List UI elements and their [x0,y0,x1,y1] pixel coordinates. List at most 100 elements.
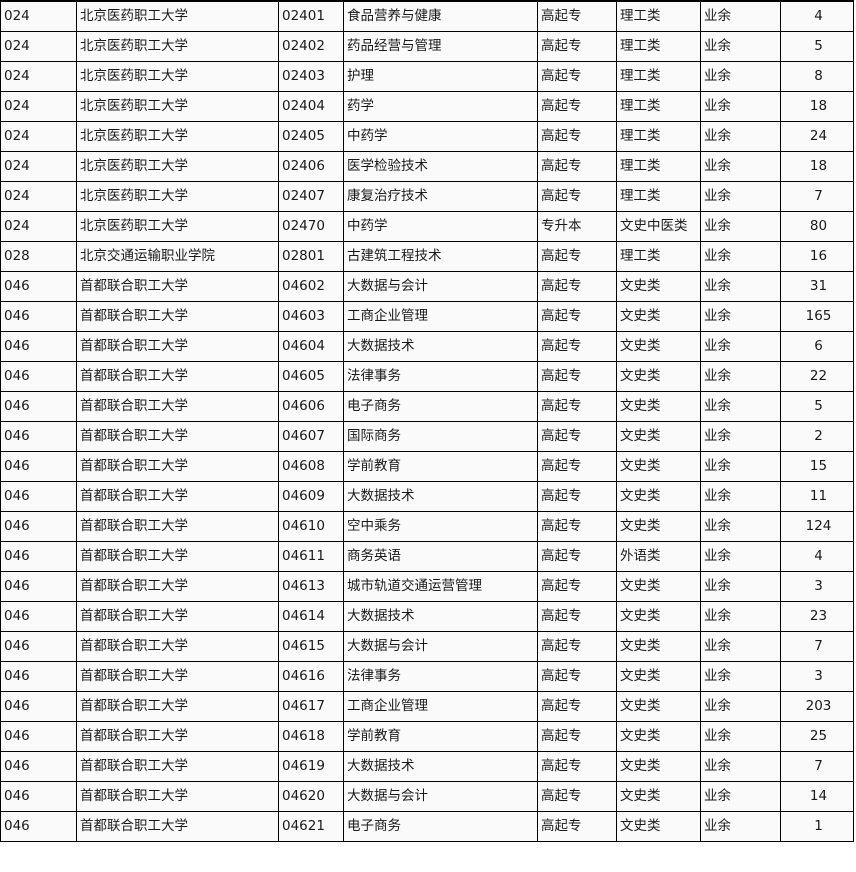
cell-school-name: 首都联合职工大学 [76,361,279,392]
cell-study-mode: 业余 [700,631,781,662]
table-row: 046 首都联合职工大学 04611 商务英语 高起专 外语类 业余 4 [0,541,854,572]
table-row: 046 首都联合职工大学 04607 国际商务 高起专 文史类 业余 2 [0,421,854,452]
cell-level: 高起专 [537,721,617,752]
cell-count: 4 [780,0,854,32]
cell-major-code: 04618 [278,721,344,752]
cell-major-name: 大数据技术 [343,331,538,362]
cell-level: 高起专 [537,61,617,92]
cell-study-mode: 业余 [700,451,781,482]
cell-subject: 理工类 [616,241,701,272]
cell-level: 高起专 [537,751,617,782]
table-row: 046 首都联合职工大学 04616 法律事务 高起专 文史类 业余 3 [0,661,854,692]
cell-school-code: 024 [0,31,77,62]
cell-level: 高起专 [537,151,617,182]
cell-major-code: 04603 [278,301,344,332]
table-row: 046 首都联合职工大学 04614 大数据技术 高起专 文史类 业余 23 [0,601,854,632]
cell-major-code: 02801 [278,241,344,272]
table-row: 046 首都联合职工大学 04617 工商企业管理 高起专 文史类 业余 203 [0,691,854,722]
cell-study-mode: 业余 [700,511,781,542]
cell-school-name: 首都联合职工大学 [76,601,279,632]
cell-school-code: 028 [0,241,77,272]
cell-major-code: 04610 [278,511,344,542]
cell-count: 1 [780,811,854,842]
cell-major-code: 04607 [278,421,344,452]
cell-major-code: 02402 [278,31,344,62]
cell-school-name: 首都联合职工大学 [76,781,279,812]
cell-major-name: 大数据与会计 [343,271,538,302]
table-row: 024 北京医药职工大学 02404 药学 高起专 理工类 业余 18 [0,91,854,122]
cell-school-code: 046 [0,301,77,332]
cell-count: 18 [780,151,854,182]
cell-level: 高起专 [537,391,617,422]
cell-study-mode: 业余 [700,541,781,572]
cell-count: 31 [780,271,854,302]
cell-level: 高起专 [537,301,617,332]
cell-level: 高起专 [537,361,617,392]
cell-school-code: 046 [0,751,77,782]
cell-subject: 文史类 [616,511,701,542]
cell-school-name: 北京医药职工大学 [76,0,279,32]
cell-subject: 文史类 [616,421,701,452]
cell-major-name: 学前教育 [343,451,538,482]
table-row: 024 北京医药职工大学 02406 医学检验技术 高起专 理工类 业余 18 [0,151,854,182]
cell-count: 7 [780,751,854,782]
cell-study-mode: 业余 [700,121,781,152]
cell-school-name: 首都联合职工大学 [76,661,279,692]
cell-school-name: 首都联合职工大学 [76,511,279,542]
cell-level: 高起专 [537,811,617,842]
cell-count: 3 [780,661,854,692]
cell-level: 专升本 [537,211,617,242]
cell-level: 高起专 [537,421,617,452]
cell-subject: 文史类 [616,781,701,812]
cell-count: 16 [780,241,854,272]
cell-study-mode: 业余 [700,91,781,122]
cell-subject: 理工类 [616,61,701,92]
cell-major-code: 02405 [278,121,344,152]
cell-school-code: 046 [0,721,77,752]
cell-school-name: 首都联合职工大学 [76,571,279,602]
cell-subject: 文史类 [616,691,701,722]
cell-school-code: 046 [0,631,77,662]
cell-study-mode: 业余 [700,391,781,422]
cell-study-mode: 业余 [700,0,781,32]
cell-major-name: 药学 [343,91,538,122]
cell-subject: 理工类 [616,91,701,122]
cell-school-code: 024 [0,61,77,92]
cell-count: 165 [780,301,854,332]
cell-major-name: 大数据技术 [343,481,538,512]
cell-major-code: 04617 [278,691,344,722]
cell-major-code: 04606 [278,391,344,422]
cell-school-code: 046 [0,421,77,452]
cell-school-code: 046 [0,361,77,392]
cell-school-name: 北京医药职工大学 [76,31,279,62]
cell-school-code: 046 [0,691,77,722]
cell-count: 14 [780,781,854,812]
cell-major-code: 02407 [278,181,344,212]
table-row: 046 首都联合职工大学 04602 大数据与会计 高起专 文史类 业余 31 [0,271,854,302]
cell-count: 124 [780,511,854,542]
cell-level: 高起专 [537,661,617,692]
cell-major-name: 大数据技术 [343,751,538,782]
cell-school-name: 首都联合职工大学 [76,751,279,782]
table-row: 046 首都联合职工大学 04613 城市轨道交通运营管理 高起专 文史类 业余 3 [0,571,854,602]
table-row: 046 首都联合职工大学 04604 大数据技术 高起专 文史类 业余 6 [0,331,854,362]
cell-subject: 文史类 [616,451,701,482]
cell-level: 高起专 [537,181,617,212]
cell-major-name: 商务英语 [343,541,538,572]
cell-major-code: 04619 [278,751,344,782]
cell-subject: 文史类 [616,631,701,662]
cell-major-name: 中药学 [343,211,538,242]
cell-count: 11 [780,481,854,512]
cell-school-code: 046 [0,811,77,842]
cell-school-name: 北京医药职工大学 [76,211,279,242]
cell-major-code: 04611 [278,541,344,572]
cell-school-name: 北京医药职工大学 [76,61,279,92]
cell-subject: 文史类 [616,601,701,632]
cell-school-name: 首都联合职工大学 [76,811,279,842]
table-row: 046 首都联合职工大学 04620 大数据与会计 高起专 文史类 业余 14 [0,781,854,812]
table-body: 024 北京医药职工大学 02401 食品营养与健康 高起专 理工类 业余 4 024 北京医药职… [0,0,854,842]
cell-school-code: 046 [0,451,77,482]
cell-level: 高起专 [537,691,617,722]
cell-count: 8 [780,61,854,92]
cell-level: 高起专 [537,781,617,812]
